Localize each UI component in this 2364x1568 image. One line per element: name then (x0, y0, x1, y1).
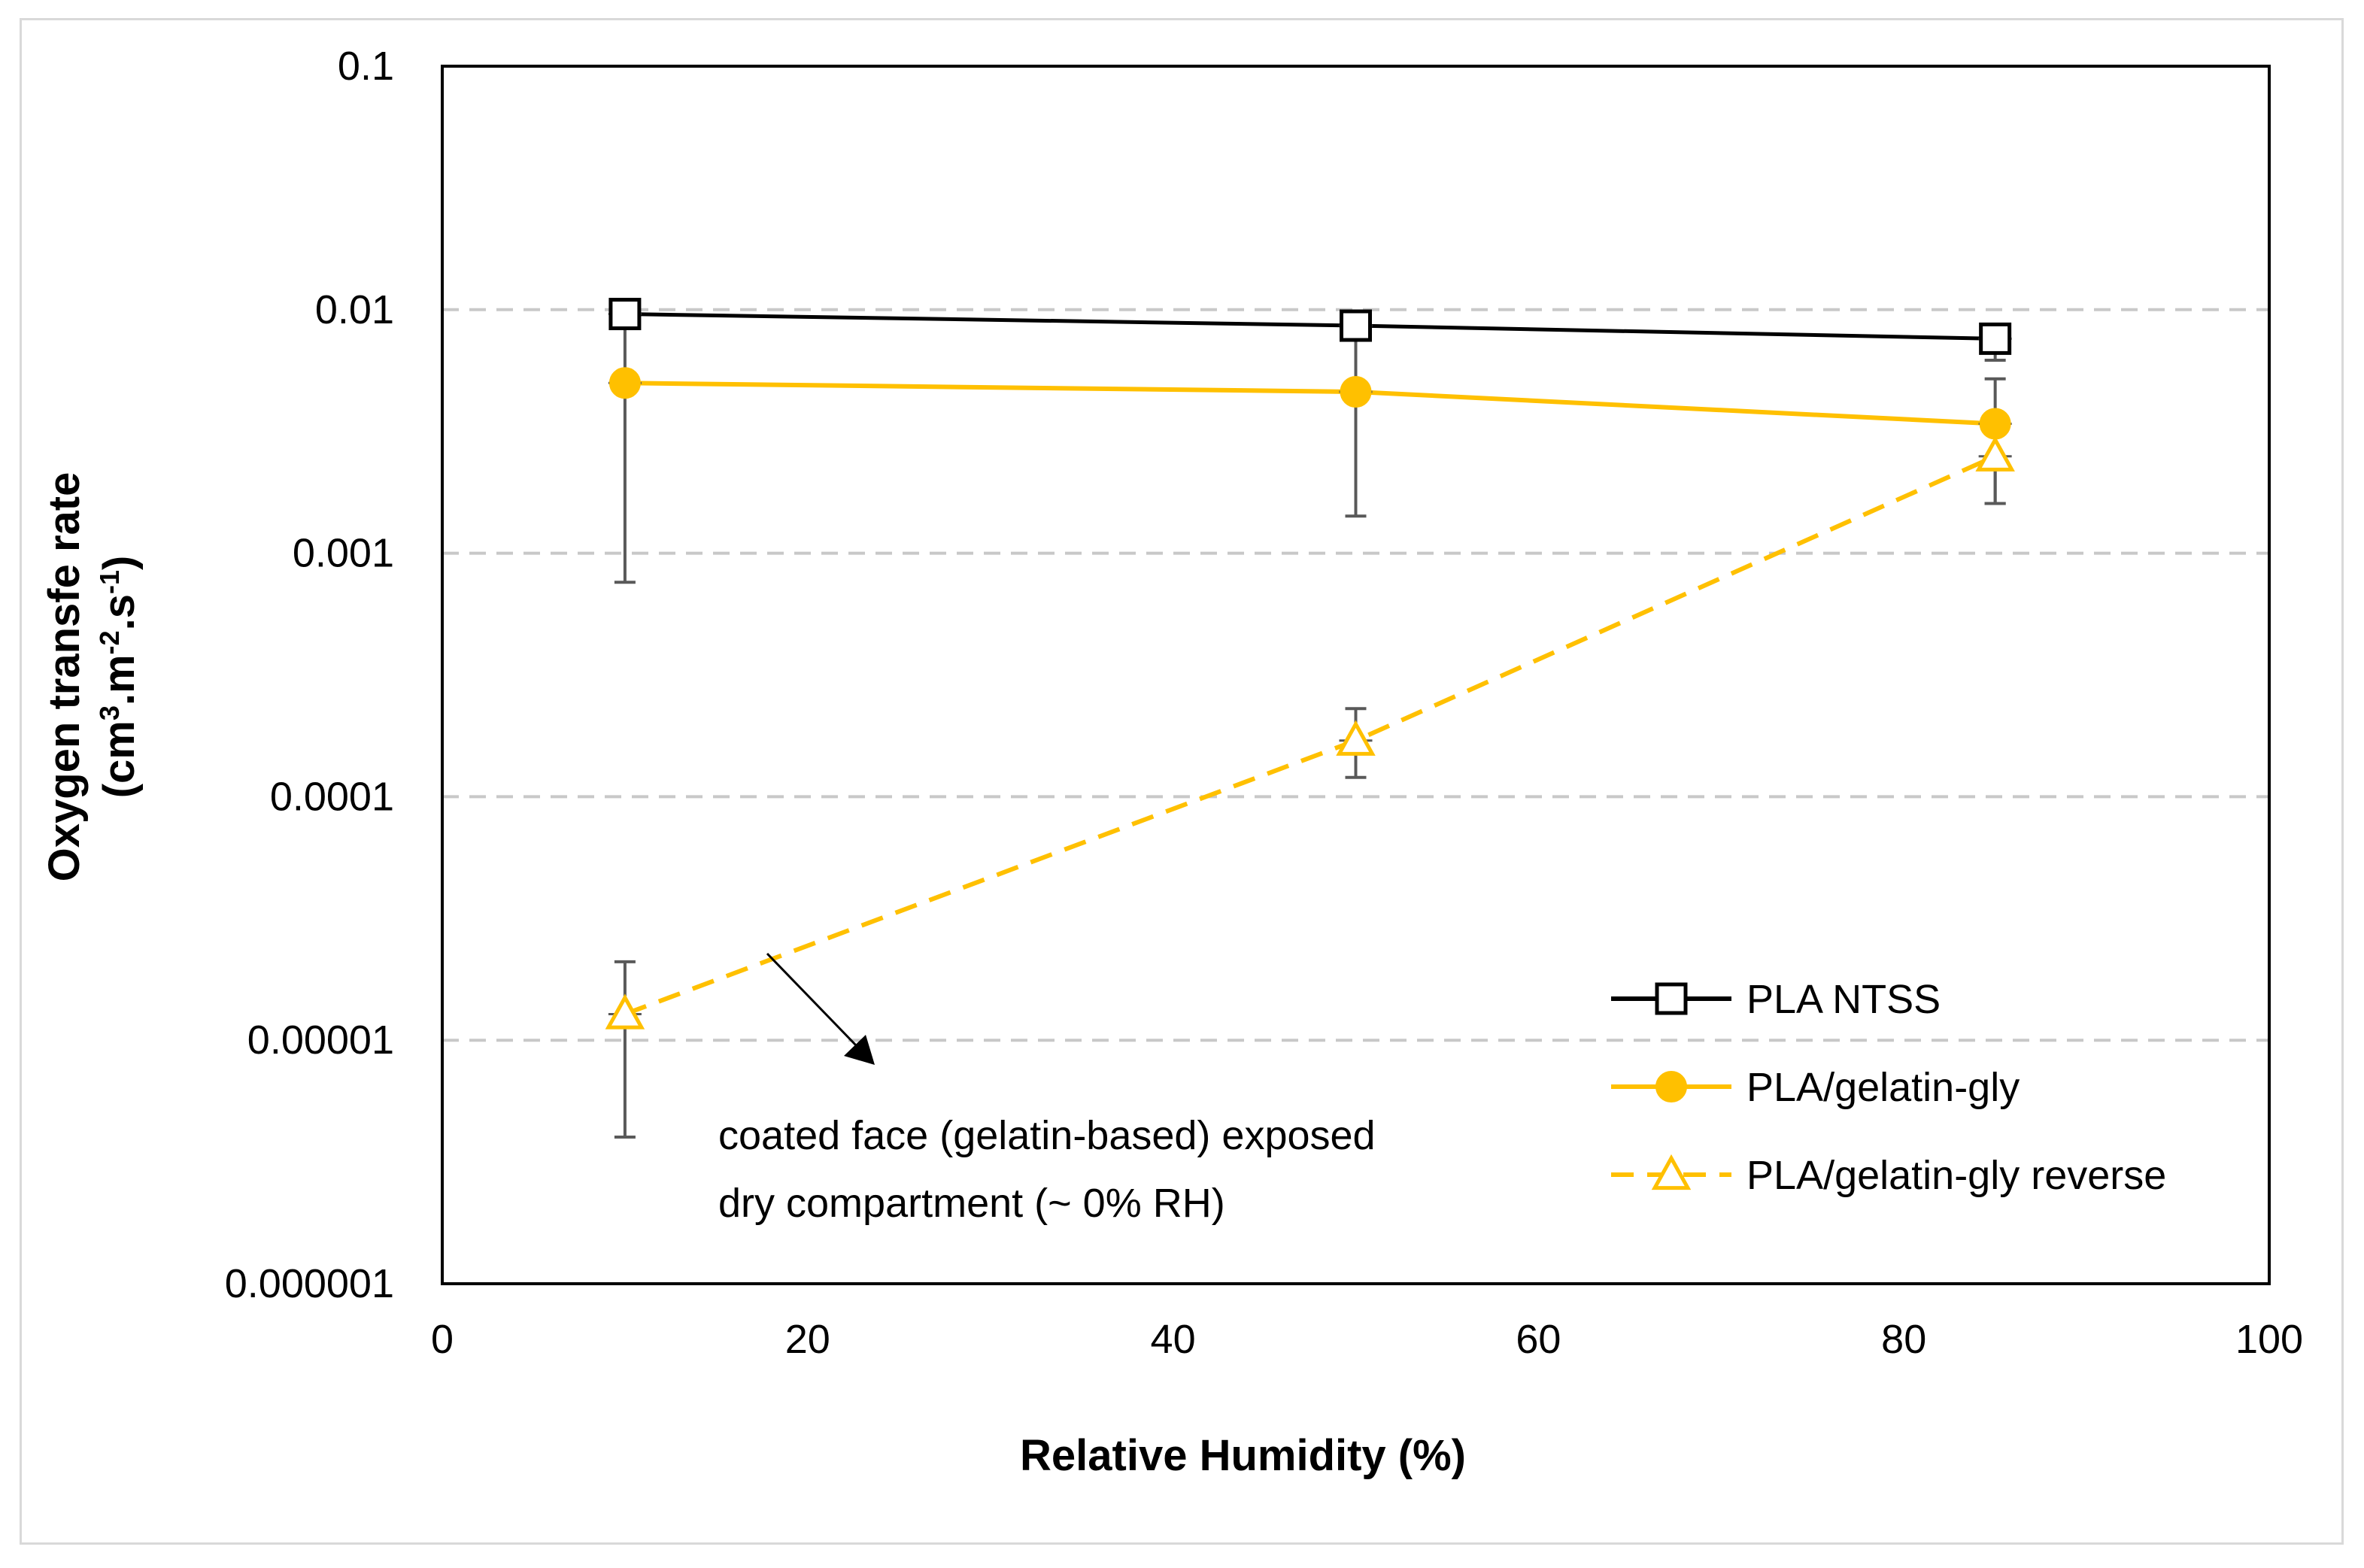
y-axis-title: Oxygen transfe rate (cm3.m-2.s-1) (40, 472, 144, 882)
chart-frame (20, 18, 2344, 1545)
y-tick-label: 0.00001 (247, 1018, 394, 1063)
series-line (624, 381, 1995, 426)
series-line (624, 454, 1996, 1017)
annotation-arrow-line (766, 952, 859, 1048)
x-tick-label: 60 (1516, 1317, 1561, 1362)
y-axis-title-line2: (cm3.m-2.s-1) (94, 556, 144, 799)
y-unit-part: .m (95, 654, 144, 705)
square-marker (608, 298, 642, 331)
y-unit-part: (cm (95, 720, 144, 798)
circle-marker (1655, 1071, 1687, 1102)
x-axis-title: Relative Humidity (%) (1020, 1431, 1466, 1480)
y-tick-label: 0.01 (315, 287, 394, 332)
y-unit-sup: 3 (94, 705, 125, 720)
y-axis-title-line1: Oxygen transfe rate (40, 472, 89, 882)
triangle-marker (605, 993, 645, 1030)
y-unit-sup: -2 (94, 630, 125, 654)
series-line (624, 312, 1995, 341)
legend: PLA NTSS PLA/gelatin-gly PLA/gelatin-gly r… (1611, 977, 2166, 1198)
y-tick-labels: 0.000001 0.00001 0.0001 0.001 0.01 0.1 (225, 44, 394, 1306)
square-marker (1340, 309, 1372, 342)
plot-area-border (441, 65, 2271, 1285)
gridlines (442, 308, 2269, 1042)
x-tick-label: 0 (431, 1317, 454, 1362)
annotation-text-line1: coated face (gelatin-based) exposed (718, 1113, 1376, 1158)
triangle-marker (1975, 435, 2015, 472)
x-tick-label: 100 (2235, 1317, 2303, 1362)
circle-marker (1979, 408, 2011, 440)
legend-label: PLA NTSS (1746, 977, 1941, 1022)
annotation-arrow-head (844, 1035, 875, 1065)
legend-label: PLA/gelatin-gly (1746, 1065, 2020, 1110)
series-layer (605, 298, 2015, 1139)
x-tick-label: 20 (785, 1317, 830, 1362)
square-marker (1655, 982, 1688, 1015)
circle-marker (608, 367, 641, 399)
y-tick-label: 0.1 (338, 44, 394, 89)
y-unit-part: ) (95, 556, 144, 570)
x-tick-labels: 0 20 40 60 80 100 (431, 1317, 2303, 1362)
annotation-text-line2: dry compartment (~ 0% RH) (718, 1181, 1225, 1226)
y-tick-label: 0.0001 (270, 774, 394, 819)
square-marker (1979, 322, 2012, 355)
x-tick-label: 80 (1881, 1317, 1926, 1362)
triangle-marker (1651, 1154, 1692, 1190)
x-tick-label: 40 (1151, 1317, 1196, 1362)
legend-label: PLA/gelatin-gly reverse (1746, 1153, 2166, 1198)
y-tick-label: 0.001 (293, 531, 394, 576)
circle-marker (1340, 375, 1372, 408)
annotation: coated face (gelatin-based) exposed dry … (718, 952, 1376, 1226)
y-unit-part: .s (95, 594, 144, 630)
y-unit-sup: -1 (94, 570, 125, 594)
y-tick-label: 0.000001 (225, 1261, 394, 1306)
triangle-marker (1336, 720, 1376, 756)
